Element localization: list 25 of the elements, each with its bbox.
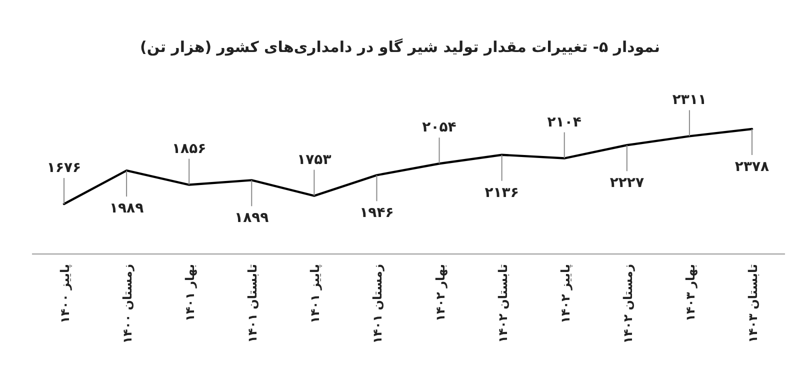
x-tick-label: پاییز ۱۴۰۱ (308, 264, 322, 324)
data-label: ۱۹۴۶ (360, 205, 394, 222)
x-tick-label: پاییز ۱۴۰۰ (58, 264, 72, 324)
data-label: ۱۷۵۳ (297, 152, 332, 168)
x-tick-label: بهار ۱۴۰۲ (433, 264, 448, 322)
x-tick-label: بهار ۱۴۰۱ (183, 264, 198, 322)
chart-title: نمودار ۵- تغییرات مقدار تولید شیر گاو در دامداری‌های کشور (هزار تن) (140, 38, 660, 56)
data-label: ۲۰۵۴ (422, 120, 457, 136)
data-label: ۱۹۸۹ (109, 200, 144, 217)
data-label: ۲۱۰۴ (547, 114, 582, 130)
x-tick-label: تابستان ۱۴۰۲ (496, 264, 510, 343)
x-tick-label: زمستان ۱۴۰۲ (620, 264, 635, 344)
x-tick-label: زمستان ۱۴۰۰ (120, 264, 135, 344)
x-tick-label: تابستان ۱۴۰۱ (246, 264, 260, 343)
data-label: ۱۸۵۶ (172, 140, 206, 157)
data-label: ۱۸۹۹ (234, 210, 270, 226)
data-label: ۱۶۷۶ (46, 160, 82, 176)
data-label: ۲۱۳۶ (484, 184, 519, 201)
x-tick-label: زمستان ۱۴۰۱ (370, 264, 385, 344)
data-label: ۲۳۷۸ (734, 159, 770, 175)
x-tick-label: تابستان ۱۴۰۳ (746, 264, 760, 343)
data-label: ۲۲۲۷ (610, 175, 644, 192)
x-tick-label: پاییز ۱۴۰۲ (558, 264, 572, 324)
data-label: ۲۳۱۱ (672, 92, 707, 108)
x-tick-label: بهار ۱۴۰۳ (683, 264, 698, 322)
